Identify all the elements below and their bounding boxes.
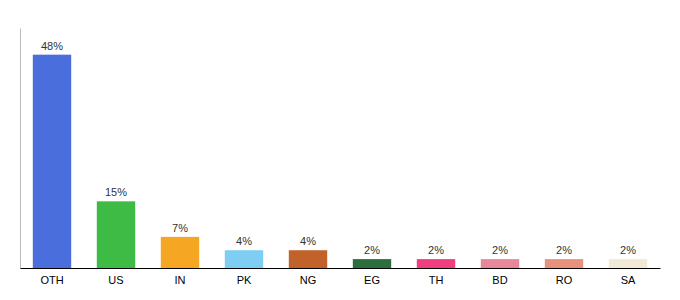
bars — [33, 55, 647, 268]
x-tick: EG — [364, 274, 380, 286]
data-label: 2% — [492, 244, 508, 256]
x-tick-label: IN — [175, 274, 186, 286]
x-tick: IN — [175, 274, 186, 286]
bar — [353, 259, 391, 268]
x-tick-label: BD — [492, 274, 507, 286]
x-tick-label: US — [108, 274, 123, 286]
x-tick: PK — [237, 274, 252, 286]
x-tick-label: PK — [237, 274, 252, 286]
chart-container: OTH US IN PK NG EG TH BD RO SA 48% 15% 7% 4% 4% 2% 2% 2% 2… — [0, 0, 680, 300]
bar — [481, 259, 519, 268]
data-label: 2% — [556, 244, 572, 256]
bar — [417, 259, 455, 268]
data-labels: 48% 15% 7% 4% 4% 2% 2% 2% 2% 2% — [41, 40, 636, 256]
bar — [97, 201, 135, 268]
bar — [289, 250, 327, 268]
x-tick-label: TH — [429, 274, 444, 286]
x-tick-label: RO — [556, 274, 573, 286]
bar — [225, 250, 263, 268]
x-tick: SA — [621, 274, 636, 286]
chart-svg: OTH US IN PK NG EG TH BD RO SA 48% 15% 7% 4% 4% 2% 2% 2% 2… — [0, 0, 680, 300]
data-label: 48% — [41, 40, 63, 52]
bar — [545, 259, 583, 268]
x-tick: BD — [492, 274, 507, 286]
data-label: 2% — [364, 244, 380, 256]
x-tick: OTH — [40, 274, 63, 286]
bar — [609, 259, 647, 268]
y-axis — [20, 29, 21, 269]
y-axis-line — [20, 29, 21, 269]
plot-area: OTH US IN PK NG EG TH BD RO SA 48% 15% 7% 4% 4% 2% 2% 2% 2… — [21, 29, 661, 286]
data-label: 15% — [105, 186, 127, 198]
data-label: 4% — [300, 235, 316, 247]
x-tick-label: NG — [300, 274, 317, 286]
data-label: 7% — [172, 222, 188, 234]
x-tick: RO — [556, 274, 573, 286]
x-axis-line — [21, 268, 661, 269]
x-tick-label: EG — [364, 274, 380, 286]
x-tick: US — [108, 274, 123, 286]
data-label: 4% — [236, 235, 252, 247]
data-label: 2% — [428, 244, 444, 256]
x-tick-label: SA — [621, 274, 636, 286]
data-label: 2% — [620, 244, 636, 256]
x-tick: TH — [429, 274, 444, 286]
x-axis: OTH US IN PK NG EG TH BD RO SA — [21, 269, 661, 286]
x-tick-label: OTH — [40, 274, 63, 286]
bar — [33, 55, 71, 268]
bar — [161, 237, 199, 268]
x-tick: NG — [300, 274, 317, 286]
